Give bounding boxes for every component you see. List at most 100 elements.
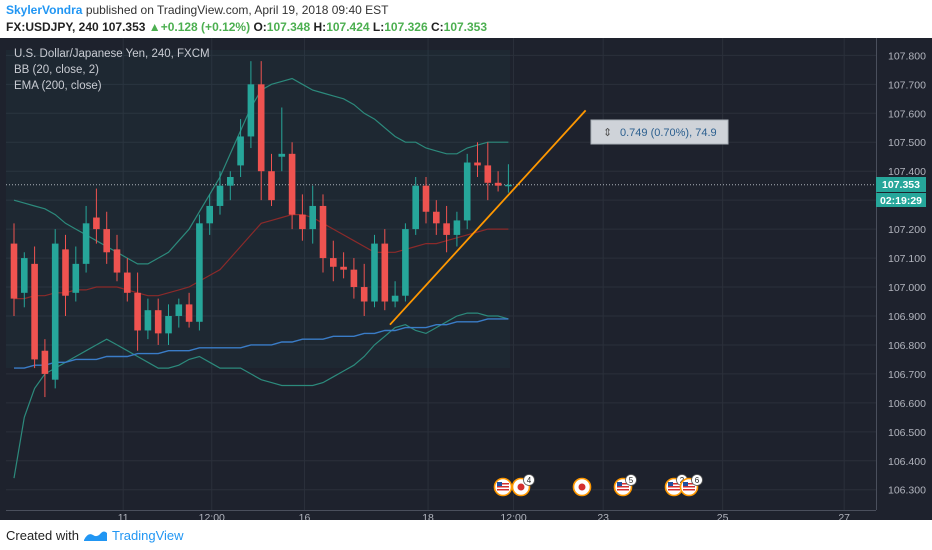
- low-value: 107.326: [384, 20, 428, 34]
- candle-body: [391, 295, 399, 302]
- candle[interactable]: [484, 142, 492, 201]
- author-link[interactable]: SkylerVondra: [6, 3, 83, 17]
- us-flag-icon[interactable]: 6: [679, 474, 703, 497]
- us-canton: [617, 482, 622, 486]
- candle[interactable]: [41, 339, 49, 398]
- candle[interactable]: [185, 292, 193, 328]
- candle[interactable]: [391, 281, 399, 308]
- candle[interactable]: [422, 176, 430, 224]
- candle-body: [402, 229, 409, 296]
- candle[interactable]: [144, 298, 152, 340]
- candle-body: [340, 266, 347, 270]
- candle[interactable]: [319, 194, 327, 273]
- candle-body: [31, 263, 38, 360]
- candle[interactable]: [227, 171, 234, 201]
- us-flag-icon[interactable]: 5: [613, 474, 637, 497]
- measure-icon: ⇕: [603, 126, 612, 139]
- grid: [6, 38, 876, 510]
- candle[interactable]: [21, 252, 28, 308]
- price-tick-label: 107.500: [888, 137, 926, 149]
- candle[interactable]: [206, 194, 213, 235]
- candle[interactable]: [371, 234, 378, 308]
- candle[interactable]: [474, 142, 481, 177]
- candle[interactable]: [124, 258, 131, 302]
- last-price: 107.353: [102, 20, 146, 34]
- candle[interactable]: [412, 176, 419, 235]
- close-value: 107.353: [443, 20, 488, 34]
- chart-header: SkylerVondra published on TradingView.co…: [0, 0, 932, 38]
- trendline[interactable]: [389, 109, 587, 326]
- jp-flag-icon[interactable]: [572, 477, 592, 497]
- event-badge-count: 5: [629, 476, 634, 485]
- event-icons[interactable]: 4 5 2 6: [493, 474, 703, 497]
- candle[interactable]: [51, 229, 59, 389]
- price-tick-label: 107.200: [888, 224, 926, 236]
- us-canton: [683, 482, 688, 486]
- candle[interactable]: [453, 211, 461, 247]
- price-tick-label: 107.600: [888, 108, 926, 120]
- candle[interactable]: [93, 188, 100, 244]
- candle-body: [505, 184, 512, 187]
- us-flag-icon[interactable]: [493, 477, 513, 497]
- candle[interactable]: [10, 223, 18, 316]
- us-canton: [668, 482, 673, 486]
- open-value: 107.348: [266, 20, 311, 34]
- candle[interactable]: [268, 153, 275, 206]
- created-with-text: Created with: [6, 528, 79, 543]
- candle[interactable]: [505, 164, 512, 193]
- price-chart[interactable]: 107.800 107.700 107.600 107.500 107.400107.3…: [0, 38, 932, 520]
- candle[interactable]: [113, 234, 121, 282]
- price-tick-label: 106.400: [888, 456, 926, 468]
- candle-body: [113, 249, 121, 273]
- candle[interactable]: [330, 240, 337, 282]
- measure-label: 0.749 (0.70%), 74.9: [620, 127, 717, 139]
- candle[interactable]: [165, 304, 172, 345]
- candle[interactable]: [299, 194, 306, 241]
- price-tick-label: 107.800: [888, 50, 926, 62]
- candle[interactable]: [31, 246, 38, 369]
- time-axis[interactable]: 11 12:00 16 18 12:00 23 25 27: [6, 510, 876, 521]
- candle-body: [463, 162, 471, 221]
- candle[interactable]: [309, 185, 316, 244]
- candle[interactable]: [340, 252, 347, 279]
- jp-sun: [517, 483, 525, 491]
- candle[interactable]: [443, 205, 450, 253]
- candle[interactable]: [247, 61, 255, 149]
- us-stripe: [617, 483, 629, 485]
- price-tick-label: 107.400: [888, 166, 926, 178]
- candle[interactable]: [134, 272, 141, 351]
- change-value: +0.128 (+0.12%): [160, 20, 251, 34]
- candle[interactable]: [196, 214, 203, 331]
- candle[interactable]: [381, 229, 389, 311]
- event-badge: [625, 474, 637, 486]
- us-stripe: [668, 483, 680, 485]
- candle[interactable]: [288, 142, 296, 230]
- price-tags: 107.353 02:19:29: [876, 177, 926, 207]
- candle[interactable]: [175, 298, 183, 328]
- price-tick-label: 106.700: [888, 369, 926, 381]
- candle[interactable]: [433, 200, 440, 235]
- candle[interactable]: [402, 223, 409, 302]
- candle[interactable]: [237, 119, 244, 177]
- candle[interactable]: [154, 298, 162, 345]
- time-tick-label: 12:00: [500, 512, 526, 520]
- candle[interactable]: [278, 107, 286, 172]
- measure-tooltip[interactable]: ⇕ 0.749 (0.70%), 74.9: [590, 119, 729, 145]
- candle[interactable]: [494, 171, 502, 192]
- candle[interactable]: [350, 258, 358, 299]
- candle[interactable]: [463, 153, 471, 230]
- candle[interactable]: [257, 61, 265, 201]
- tradingview-link[interactable]: TradingView: [112, 528, 184, 543]
- candle[interactable]: [72, 246, 80, 302]
- candle[interactable]: [82, 205, 90, 273]
- trendline-group[interactable]: [389, 109, 587, 326]
- candles[interactable]: [10, 61, 512, 398]
- candle-body: [494, 182, 502, 186]
- candle[interactable]: [103, 211, 110, 264]
- jp-flag-icon[interactable]: 4: [511, 474, 535, 497]
- candle[interactable]: [216, 171, 224, 215]
- price-axis[interactable]: 107.800 107.700 107.600 107.500 107.400107.3…: [876, 38, 932, 520]
- candle[interactable]: [360, 263, 368, 316]
- candle[interactable]: [62, 234, 69, 316]
- candle-body: [237, 136, 244, 166]
